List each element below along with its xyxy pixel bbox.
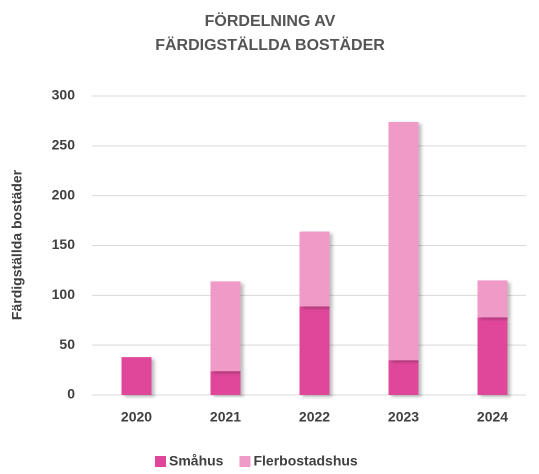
y-tick-label: 200: [52, 186, 76, 202]
x-tick-label: 2020: [121, 409, 152, 425]
x-tick-label: 2022: [299, 409, 330, 425]
bar-segment: [388, 360, 419, 395]
y-tick-label: 250: [52, 137, 76, 153]
chart-title: FÖRDELNING AV: [205, 11, 336, 30]
legend-label: Småhus: [169, 453, 224, 469]
bar-segment: [388, 121, 419, 361]
bar-segment: [299, 231, 330, 307]
legend-label: Flerbostadshus: [253, 453, 357, 469]
y-tick-label: 150: [52, 236, 76, 252]
y-tick-label: 100: [52, 286, 76, 302]
bar-segment: [299, 306, 330, 395]
y-tick-label: 50: [59, 336, 75, 352]
chart-title: FÄRDIGSTÄLLDA BOSTÄDER: [155, 36, 385, 54]
bar-segment: [477, 280, 508, 318]
y-axis-label: Färdigställda bostäder: [9, 169, 25, 320]
x-tick-label: 2023: [388, 409, 419, 425]
legend-swatch: [155, 456, 166, 467]
x-tick-label: 2024: [477, 409, 508, 425]
bar-segment: [210, 371, 241, 395]
x-tick-label: 2021: [210, 409, 241, 425]
y-tick-label: 300: [52, 87, 76, 103]
bar-segment: [477, 317, 508, 395]
y-tick-label: 0: [67, 386, 75, 402]
legend-swatch: [239, 456, 251, 467]
bar-segment: [210, 281, 241, 372]
legend: Småhus Flerbostadshus: [155, 453, 358, 469]
bar-segment: [121, 357, 152, 395]
